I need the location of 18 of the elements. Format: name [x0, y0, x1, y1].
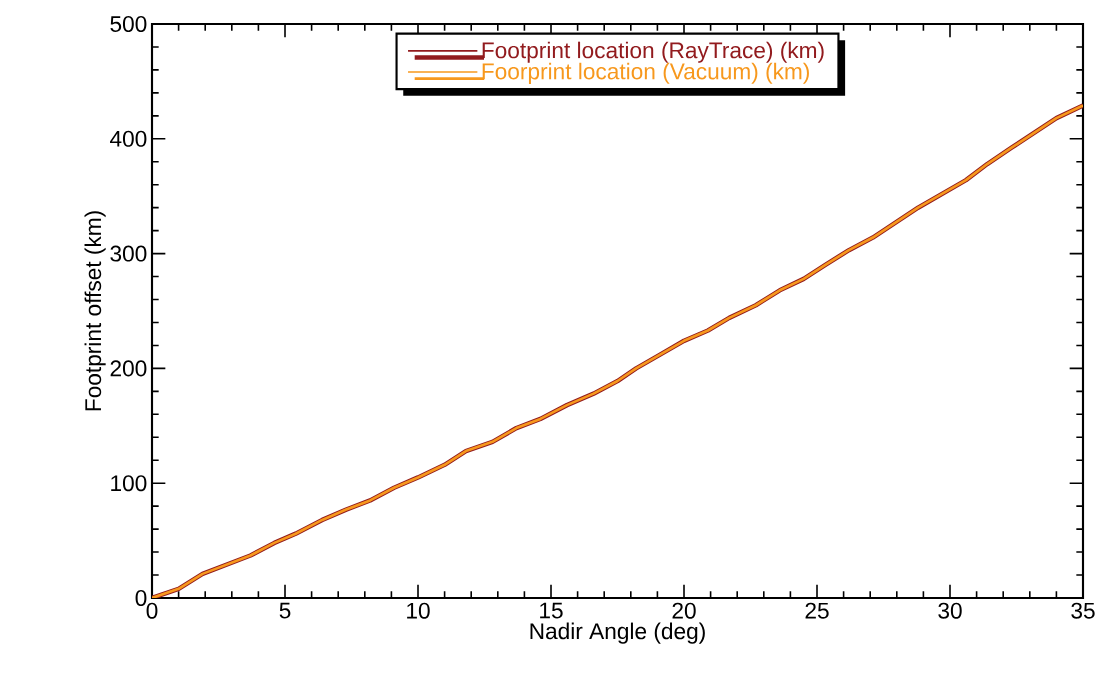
y-tick-label: 0 [135, 589, 147, 607]
y-tick-label: 300 [110, 245, 147, 262]
y-tick-label: 100 [111, 475, 147, 492]
x-tick-label: 30 [938, 602, 962, 619]
y-axis-title: Footprint offset (km) [84, 211, 106, 411]
legend-label: Foorprint location (Vacuum) (km) [482, 62, 809, 84]
x-tick-label: 15 [540, 602, 563, 619]
x-axis-title: Nadir Angle (deg) [530, 622, 705, 644]
x-tick-label: 5 [279, 602, 291, 619]
y-tick-label: 400 [110, 130, 147, 147]
legend-label: Footprint location (RayTrace) (km) [482, 41, 824, 63]
x-tick-label: 35 [1071, 602, 1095, 619]
x-tick-label: 25 [805, 602, 829, 619]
y-tick-label: 500 [110, 15, 147, 33]
x-tick-label: 20 [672, 602, 696, 619]
x-tick-label: 10 [407, 602, 430, 619]
y-tick-label: 200 [110, 360, 147, 377]
x-tick-label: 0 [146, 602, 158, 619]
